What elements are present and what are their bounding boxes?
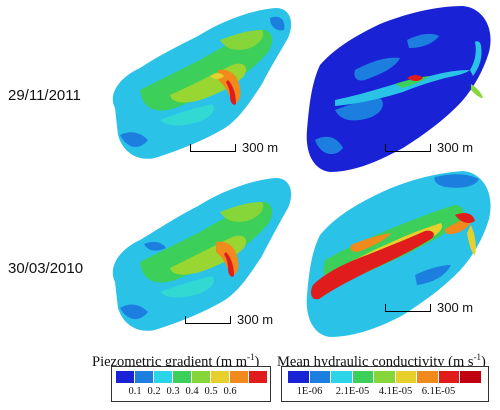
legend-tick-label: 6.1E-05 <box>421 386 456 397</box>
legend-swatch <box>230 371 249 383</box>
map-gradient-2010 <box>112 178 292 331</box>
channel <box>335 70 470 106</box>
legend-swatch <box>395 371 417 383</box>
legend-tick-label: 1E-06 <box>296 386 323 397</box>
legend-gradient-swatches <box>116 371 268 383</box>
legend-conductivity-ticks: 1E-06 2.1E-05 4.1E-05 6.1E-05 <box>288 386 484 400</box>
legend-tick-label: 4.1E-05 <box>378 386 413 397</box>
legend-tick-label: 0.1 <box>128 386 142 397</box>
legend-swatch <box>211 371 230 383</box>
legend-conductivity-swatches <box>288 371 482 383</box>
date-label-2010: 30/03/2010 <box>8 260 84 277</box>
legend-swatch <box>309 371 331 383</box>
legend-tick-label: 0.3 <box>166 386 180 397</box>
scale-label: 300 m <box>437 140 474 155</box>
legend-tick-label: 0.5 <box>204 386 218 397</box>
hotspot-red <box>226 80 236 105</box>
legend-swatch <box>417 371 439 383</box>
legend-gradient-ticks: 0.1 0.2 0.3 0.4 0.5 0.6 <box>116 386 268 400</box>
legend-tick-label: 0.4 <box>185 386 199 397</box>
legend-tick-label: 0.6 <box>223 386 237 397</box>
scale-label: 300 m <box>437 300 474 315</box>
legend-swatch <box>192 371 211 383</box>
map-conductivity-2010 <box>306 171 491 337</box>
legend-swatch <box>460 371 482 383</box>
legend-swatch <box>331 371 353 383</box>
scale-label: 300 m <box>237 312 274 327</box>
hotspot-red <box>224 252 234 277</box>
legend-swatch <box>249 371 268 383</box>
legend-conductivity-title: Mean hydraulic conductivity (m s-1) <box>277 352 486 370</box>
legend-tick-label: 2.1E-05 <box>335 386 370 397</box>
legend-swatch <box>374 371 396 383</box>
map-gradient-2011 <box>112 8 292 159</box>
scale-label: 300 m <box>242 140 279 155</box>
date-label-2011: 29/11/2011 <box>8 87 81 104</box>
legend-swatch <box>352 371 374 383</box>
map-conductivity-2011 <box>306 6 491 172</box>
legend-swatch <box>438 371 460 383</box>
legend-swatch <box>288 371 310 383</box>
legend-tick-label: 0.2 <box>147 386 161 397</box>
legend-swatch <box>154 371 173 383</box>
legend-gradient-title: Piezometric gradient (m m-1) <box>92 352 260 370</box>
hotspot-red <box>311 230 434 300</box>
legend-swatch <box>173 371 192 383</box>
legend-swatch <box>116 371 135 383</box>
legend-swatch <box>135 371 154 383</box>
